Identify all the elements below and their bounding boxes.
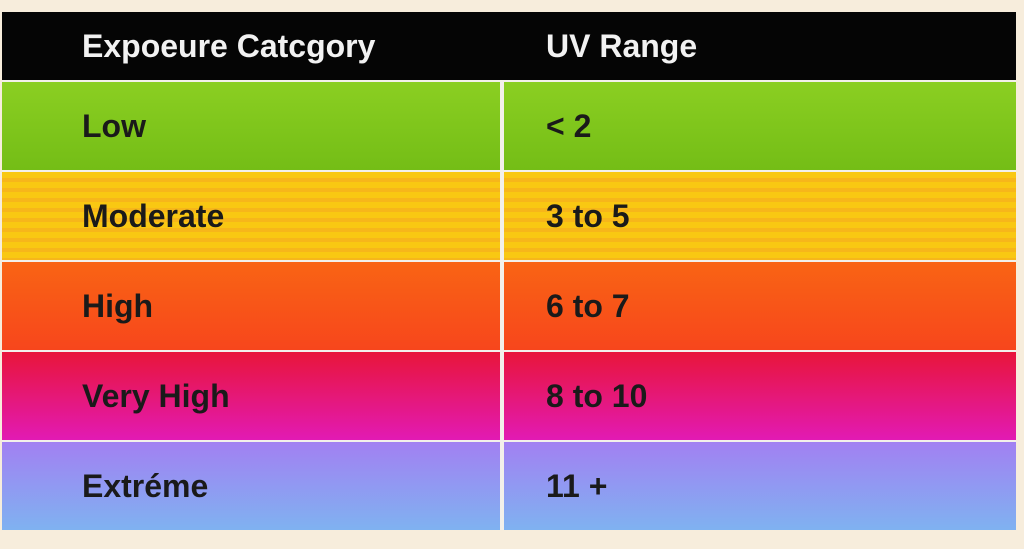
category-cell: Moderate xyxy=(2,172,500,260)
table-row: Extréme 11 + xyxy=(2,442,1016,530)
header-cell: UV Range xyxy=(546,27,698,64)
header-cell: Expoeure Catcgory xyxy=(82,27,376,64)
uv-table: Expoeure Catcgory UV Range Low < 2 Moderat… xyxy=(2,12,1016,530)
category-cell: Low xyxy=(2,82,500,170)
range-cell: 6 to 7 xyxy=(504,262,1016,350)
table-row: Low < 2 xyxy=(2,82,1016,170)
range-cell: 11 + xyxy=(504,442,1016,530)
range-cell: < 2 xyxy=(504,82,1016,170)
range-cell: 3 to 5 xyxy=(504,172,1016,260)
category-cell: Extréme xyxy=(2,442,500,530)
table-row: Very High 8 to 10 xyxy=(2,352,1016,440)
range-cell: 8 to 10 xyxy=(504,352,1016,440)
category-cell: High xyxy=(2,262,500,350)
table-row: High 6 to 7 xyxy=(2,262,1016,350)
category-cell: Very High xyxy=(2,352,500,440)
header-row: Expoeure Catcgory UV Range xyxy=(2,12,1016,80)
table-row: Moderate 3 to 5 xyxy=(2,172,1016,260)
